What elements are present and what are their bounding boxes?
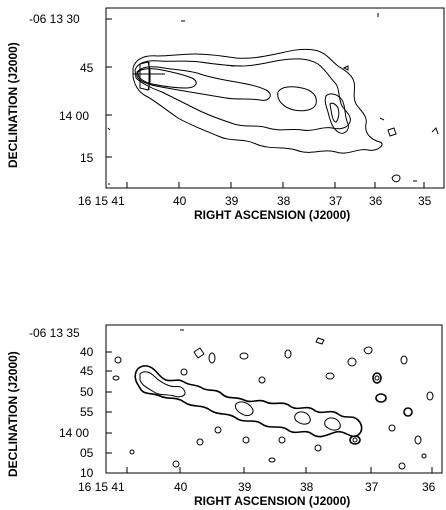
top-panel: -06 13 30 45 14 00 15 16 15 41 40 39 38 … <box>6 7 445 222</box>
bottom-clump <box>112 375 120 381</box>
bottom-contour-main <box>134 365 363 438</box>
bottom-clump <box>114 356 122 364</box>
bottom-clump <box>208 352 216 364</box>
top-noise-speck <box>431 127 439 135</box>
bottom-clump <box>193 347 205 359</box>
bottom-clump <box>268 457 276 463</box>
bottom-clump <box>372 372 382 384</box>
bottom-x-tick-label: 39 <box>238 480 252 494</box>
bottom-x-axis-title: RIGHT ASCENSION (J2000) <box>194 494 350 508</box>
bottom-y-tick-label: 55 <box>80 405 94 419</box>
bottom-contour-inner <box>139 371 186 398</box>
bottom-x-tick-label: 37 <box>365 480 379 494</box>
top-noise-speck <box>107 127 111 131</box>
bottom-clump <box>314 444 322 452</box>
top-contour-level-1 <box>132 48 383 154</box>
bottom-clump <box>349 435 361 445</box>
bottom-y-tick-label: -06 13 35 <box>29 326 80 340</box>
top-noise-speck <box>387 127 397 137</box>
bottom-x-tick-label: 40 <box>174 480 188 494</box>
bottom-clump <box>278 436 286 444</box>
bottom-contour-inner <box>294 411 311 425</box>
bottom-clump <box>388 424 396 432</box>
top-x-tick-label: 38 <box>277 194 291 208</box>
top-contour-blob-c <box>329 102 340 123</box>
top-contour-level-3 <box>136 66 271 101</box>
bottom-x-tick-label: 38 <box>300 480 314 494</box>
bottom-clump <box>403 407 413 417</box>
top-x-tick-label: 16 15 41 <box>78 194 125 208</box>
bottom-y-axis-title: DECLINATION (J2000) <box>6 351 20 477</box>
bottom-clump <box>214 426 222 434</box>
bottom-clump <box>315 337 325 345</box>
top-contour-core-box <box>139 61 151 91</box>
bottom-clump <box>421 453 427 459</box>
bottom-clump <box>347 357 357 367</box>
bottom-clump <box>239 352 249 360</box>
bottom-y-tick-label: 50 <box>80 385 94 399</box>
bottom-y-tick-label: 05 <box>80 446 94 460</box>
bottom-clump <box>172 460 180 468</box>
bottom-clump <box>414 435 422 445</box>
bottom-y-tick-label: 40 <box>80 345 94 359</box>
top-x-tick-label: 40 <box>173 194 187 208</box>
top-noise-speck <box>391 174 401 183</box>
top-contour-level-2 <box>134 58 351 131</box>
bottom-clump <box>363 346 373 355</box>
top-x-axis-title: RIGHT ASCENSION (J2000) <box>194 208 350 222</box>
top-y-tick-label: 15 <box>80 151 94 165</box>
top-x-tick-label: 39 <box>225 194 239 208</box>
bottom-contours <box>112 329 434 470</box>
top-contours <box>107 13 439 185</box>
top-contour-level-4 <box>137 68 197 89</box>
bottom-clump <box>426 391 434 401</box>
bottom-clump <box>180 368 188 376</box>
bottom-clump <box>242 436 250 444</box>
bottom-plot-frame <box>105 324 443 474</box>
top-y-axis-title: DECLINATION (J2000) <box>6 42 20 168</box>
top-y-tick-label: 14 00 <box>59 109 89 123</box>
top-noise-speck <box>379 117 385 121</box>
bottom-clump <box>284 349 292 359</box>
bottom-clump <box>400 355 408 365</box>
top-plot-frame <box>105 7 445 189</box>
bottom-contour-inner <box>324 417 341 431</box>
top-contour-blob-a <box>277 86 317 112</box>
bottom-clump <box>325 372 335 380</box>
bottom-contour-inner <box>235 401 254 417</box>
bottom-panel: -06 13 35 40 45 50 55 14 00 05 10 16 15 … <box>6 324 443 508</box>
bottom-y-tick-label: 14 00 <box>59 426 89 440</box>
top-x-tick-label: 37 <box>329 194 343 208</box>
bottom-y-tick-label: 45 <box>80 364 94 378</box>
bottom-clump <box>258 376 266 384</box>
bottom-clump <box>398 462 406 470</box>
top-noise-speck <box>342 65 349 71</box>
bottom-clump <box>375 393 387 403</box>
top-contour-blob-b <box>324 93 349 134</box>
top-x-tick-label: 35 <box>418 194 432 208</box>
bottom-clump <box>196 438 204 446</box>
bottom-y-tick-label: 10 <box>80 466 94 480</box>
bottom-x-tick-label: 16 15 41 <box>78 480 125 494</box>
bottom-clump <box>374 375 380 381</box>
top-x-tick-label: 36 <box>369 194 383 208</box>
top-y-tick-label: -06 13 30 <box>29 12 80 26</box>
bottom-x-tick-label: 36 <box>422 480 436 494</box>
top-y-tick-label: 45 <box>80 61 94 75</box>
bottom-clump <box>129 449 135 455</box>
bottom-clump <box>352 437 358 443</box>
